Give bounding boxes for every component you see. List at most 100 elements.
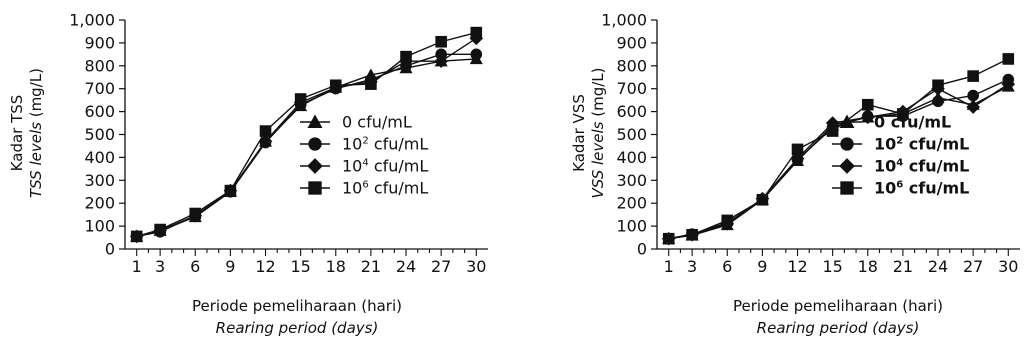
legend-marker	[839, 114, 855, 128]
y-tick-label: 900	[616, 33, 647, 52]
data-point-series-3	[860, 110, 875, 125]
x-tick-label: 30	[998, 257, 1018, 276]
x-axis-label-english: Rearing period (days)	[216, 319, 379, 337]
data-point-series-4	[721, 214, 734, 227]
data-point-series-4	[897, 108, 909, 120]
y-axis-label-english-unit: (mg/L)	[27, 68, 45, 122]
legend-marker	[307, 114, 323, 128]
data-point-series-4	[861, 98, 874, 111]
y-tick-label: 500	[616, 125, 647, 144]
chart-panel-1: 0 100 200 300 400 500 600 700 800 900 1,000 1 3 6 9 12 1…	[8, 11, 488, 337]
x-tick-label: 21	[361, 257, 381, 276]
legend-marker	[840, 137, 854, 151]
data-point-series-2	[470, 48, 483, 61]
x-tick-label: 3	[155, 257, 165, 276]
data-point-series-4	[130, 230, 143, 243]
y-tick-label: 800	[616, 56, 647, 75]
x-tick-label: 12	[787, 257, 807, 276]
legend-label-base: 10	[874, 157, 896, 176]
data-point-series-4	[365, 78, 377, 90]
data-point-series-2	[967, 89, 979, 102]
x-tick-label: 6	[722, 257, 732, 276]
x-tick-label: 18	[326, 257, 346, 276]
data-point-series-3	[966, 100, 980, 114]
y-axis-label-english-unit: (mg/L)	[589, 67, 607, 121]
data-point-series-2	[932, 95, 944, 108]
legend-label: 102 cfu/mL	[342, 135, 428, 154]
x-tick-label: 1	[132, 257, 142, 276]
x-tick-label: 27	[963, 257, 983, 276]
y-tick-label: 400	[616, 148, 647, 167]
legend-label: 106 cfu/mL	[874, 179, 969, 198]
data-point-series-3	[258, 134, 273, 149]
data-point-series-3	[434, 54, 448, 69]
data-point-series-3	[790, 151, 805, 166]
legend-marker	[308, 137, 322, 151]
x-axis-label: Periode pemeliharaan (hari)	[733, 297, 943, 315]
data-point-series-4	[154, 223, 166, 236]
data-point-series-4	[662, 232, 675, 245]
legend-label-exponent: 2	[896, 136, 903, 147]
legend-label-base: 10	[874, 135, 896, 154]
chart-panel-2: 0 100 200 300 400 500 600 700 800 900 1,000 1 3 6 9 12 1…	[570, 11, 1020, 337]
y-tick-label: 600	[616, 102, 647, 121]
data-point-series-4	[756, 193, 769, 206]
legend-label-base: 0 cfu/mL	[342, 113, 412, 132]
legend-label-exponent: 2	[362, 136, 368, 147]
data-point-series-4	[686, 229, 698, 241]
y-tick-label: 300	[616, 171, 647, 190]
data-point-series-4	[470, 26, 483, 39]
legend-marker	[840, 181, 854, 195]
legend-label-unit: cfu/mL	[369, 135, 429, 154]
x-tick-label: 15	[290, 257, 310, 276]
y-axis-label-english: VSS levels (mg/L)	[589, 67, 607, 198]
y-tick-label: 900	[84, 33, 115, 52]
y-tick-label: 200	[616, 194, 647, 213]
legend-label-unit: cfu/mL	[903, 157, 969, 176]
x-axis-label-english: Rearing period (days)	[757, 319, 920, 337]
legend-label-exponent: 4	[896, 158, 903, 169]
y-axis-label-english-italic: TSS levels	[27, 122, 45, 198]
data-point-series-4	[400, 50, 412, 63]
legend-label-base: 0 cfu/mL	[874, 113, 951, 132]
data-point-series-4	[1002, 53, 1015, 65]
legend-label-exponent: 6	[362, 180, 368, 191]
y-tick-label: 700	[84, 79, 115, 98]
x-tick-label: 9	[757, 257, 767, 276]
legend-label-base: 10	[874, 179, 896, 198]
x-tick-label: 12	[255, 257, 275, 276]
data-point-series-4	[224, 184, 237, 197]
y-tick-label: 100	[616, 217, 647, 236]
data-point-series-4	[294, 93, 307, 105]
x-axis-label: Periode pemeliharaan (hari)	[192, 297, 402, 315]
x-tick-label: 3	[687, 257, 697, 276]
legend-marker	[307, 158, 323, 174]
legend-label-exponent: 6	[896, 180, 903, 191]
y-tick-label: 0	[105, 240, 115, 259]
data-point-series-2	[435, 48, 447, 61]
legend-label: 104 cfu/mL	[342, 157, 428, 176]
y-tick-label: 600	[84, 102, 115, 121]
y-tick-label: 400	[84, 148, 115, 167]
data-point-series-4	[329, 79, 342, 92]
y-axis-label: Kadar TSS	[8, 95, 26, 172]
y-tick-label: 1,000	[69, 11, 115, 30]
legend-label-base: 10	[342, 157, 362, 176]
data-point-series-4	[967, 70, 979, 82]
data-point-series-3	[1001, 77, 1016, 91]
legend-label: 102 cfu/mL	[874, 135, 969, 154]
data-point-series-4	[791, 143, 804, 156]
legend-label: 104 cfu/mL	[874, 157, 969, 176]
x-tick-label: 30	[466, 257, 486, 276]
data-point-series-4	[826, 125, 839, 137]
y-tick-label: 700	[616, 79, 647, 98]
legend-label-unit: cfu/mL	[903, 135, 969, 154]
y-tick-label: 200	[84, 194, 115, 213]
legend-label-unit: cfu/mL	[369, 157, 429, 176]
legend-label-unit: cfu/mL	[369, 179, 429, 198]
x-tick-label: 21	[893, 257, 913, 276]
x-tick-label: 27	[431, 257, 451, 276]
x-tick-label: 15	[822, 257, 842, 276]
